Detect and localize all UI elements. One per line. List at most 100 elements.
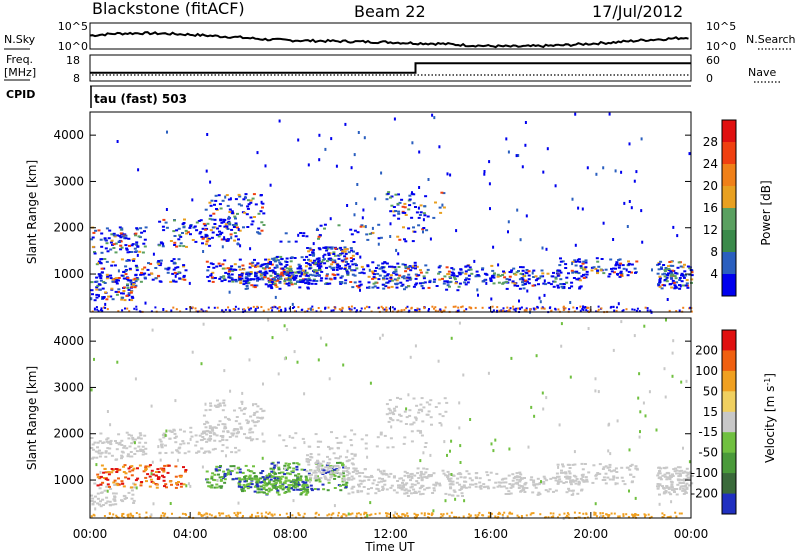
velocity-cell xyxy=(237,485,241,488)
velocity-cell xyxy=(238,477,242,480)
power-cell xyxy=(225,239,229,242)
power-cell xyxy=(353,307,356,310)
power-cell xyxy=(109,295,113,298)
velocity-cell xyxy=(134,377,137,381)
power-cell xyxy=(374,197,377,201)
velocity-cell xyxy=(681,489,685,492)
power-cell xyxy=(161,225,165,228)
power-cell xyxy=(677,261,681,264)
velocity-cell xyxy=(316,466,320,469)
power-cell xyxy=(124,273,128,276)
power-cell xyxy=(578,260,582,263)
power-cell xyxy=(622,267,626,270)
power-cell xyxy=(248,272,252,275)
velocity-cell xyxy=(102,504,105,506)
velocity-cell xyxy=(331,469,335,472)
power-cell xyxy=(266,277,270,280)
velocity-cell xyxy=(419,459,422,463)
power-cell xyxy=(596,260,600,263)
power-cell xyxy=(285,272,289,275)
velocity-cell xyxy=(138,432,142,435)
power-cell xyxy=(585,273,589,276)
power-cell xyxy=(508,278,512,281)
power-cell xyxy=(534,307,537,310)
power-cell xyxy=(507,150,510,154)
power-cell xyxy=(357,286,361,289)
velocity-cell xyxy=(388,417,392,419)
velocity-cell xyxy=(381,489,385,491)
power-colorbar-swatch xyxy=(722,274,736,297)
power-cell xyxy=(577,272,581,275)
velocity-cell xyxy=(293,350,296,354)
velocity-cell xyxy=(175,449,179,452)
velocity-cell xyxy=(420,479,424,482)
velocity-cell xyxy=(607,423,610,427)
power-cell xyxy=(297,233,300,237)
power-cell xyxy=(100,267,104,270)
velocity-cell xyxy=(284,480,288,483)
velocity-cell xyxy=(390,425,393,429)
velocity-cell xyxy=(278,481,282,484)
power-cell xyxy=(263,276,266,279)
power-cell xyxy=(488,160,491,164)
velocity-cell xyxy=(304,479,308,481)
power-cell xyxy=(619,270,623,273)
velocity-cell xyxy=(132,467,136,470)
power-cell xyxy=(228,222,232,225)
power-cell xyxy=(358,280,362,283)
power-cell xyxy=(372,282,376,285)
velocity-cell xyxy=(163,485,166,488)
power-cell xyxy=(672,281,676,284)
power-cell xyxy=(95,293,99,296)
power-cell xyxy=(248,262,252,265)
velocity-cell xyxy=(656,485,659,488)
velocity-cell xyxy=(309,453,313,455)
velocity-cell xyxy=(213,426,217,429)
power-cell xyxy=(106,308,109,311)
velocity-cell xyxy=(341,472,345,475)
velocity-cell xyxy=(403,492,407,495)
velocity-cell xyxy=(299,493,303,496)
power-cell xyxy=(640,209,643,213)
velocity-cell xyxy=(229,389,232,393)
power-cell xyxy=(292,278,296,281)
velocity-cell xyxy=(395,491,399,494)
power-cell xyxy=(267,308,270,311)
power-cell xyxy=(498,309,501,312)
power-cell xyxy=(124,244,128,247)
velocity-cell xyxy=(215,483,219,486)
velocity-cell xyxy=(283,357,286,361)
velocity-cell xyxy=(110,468,114,470)
velocity-cell xyxy=(332,452,336,455)
velocity-cell xyxy=(247,420,250,423)
velocity-cell xyxy=(115,448,119,451)
power-cell xyxy=(102,306,105,309)
power-cell xyxy=(277,277,281,280)
power-cell xyxy=(345,257,349,260)
velocity-cell xyxy=(162,436,166,439)
velocity-cell xyxy=(105,496,109,499)
power-cell xyxy=(513,308,516,311)
power-cell xyxy=(224,308,227,311)
velocity-cell xyxy=(349,513,352,516)
velocity-cell xyxy=(608,478,612,481)
power-cell xyxy=(668,309,671,312)
power-cell xyxy=(279,255,283,258)
velocity-cell xyxy=(98,455,102,458)
power-cell xyxy=(139,273,143,276)
velocity-cell xyxy=(432,487,436,490)
power-cell xyxy=(99,277,103,280)
power-cell xyxy=(136,245,140,248)
velocity-cell xyxy=(565,477,569,480)
velocity-cell xyxy=(213,473,217,476)
velocity-cell xyxy=(415,513,417,516)
power-cell xyxy=(143,266,147,269)
velocity-cell xyxy=(376,436,380,439)
power-cell xyxy=(328,257,332,260)
power-cell xyxy=(230,278,234,281)
power-cell xyxy=(397,217,401,220)
power-cell xyxy=(259,265,263,268)
power-cell xyxy=(556,286,560,289)
velocity-cell xyxy=(325,343,328,347)
